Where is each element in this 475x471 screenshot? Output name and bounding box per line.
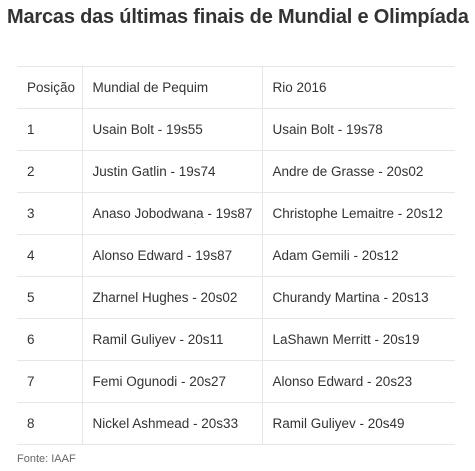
cell-position: 2 (17, 150, 82, 193)
cell-position: 4 (17, 234, 82, 277)
cell-rio-2016: Andre de Grasse - 20s02 (261, 150, 455, 193)
table-row: 2 Justin Gatlin - 19s74 Andre de Grasse … (17, 150, 455, 193)
cell-position: 5 (17, 276, 82, 319)
cell-rio-2016: Adam Gemili - 20s12 (261, 234, 455, 277)
table-row: 6 Ramil Guliyev - 20s11 LaShawn Merritt … (17, 318, 455, 361)
cell-rio-2016: Alonso Edward - 20s23 (261, 360, 455, 403)
cell-mundial-pequim: Anaso Jobodwana - 19s87 (81, 192, 262, 235)
cell-position: 8 (17, 402, 82, 445)
cell-mundial-pequim: Usain Bolt - 19s55 (81, 108, 262, 151)
cell-mundial-pequim: Nickel Ashmead - 20s33 (81, 402, 262, 445)
table-row: 1 Usain Bolt - 19s55 Usain Bolt - 19s78 (17, 108, 455, 151)
cell-mundial-pequim: Justin Gatlin - 19s74 (81, 150, 262, 193)
table-row: 7 Femi Ogunodi - 20s27 Alonso Edward - 2… (17, 360, 455, 403)
cell-position: 1 (17, 108, 82, 151)
cell-mundial-pequim: Femi Ogunodi - 20s27 (81, 360, 262, 403)
results-table: Posição Mundial de Pequim Rio 2016 1 Usa… (17, 66, 455, 445)
cell-rio-2016: Ramil Guliyev - 20s49 (261, 402, 455, 445)
table-header-row: Posição Mundial de Pequim Rio 2016 (17, 66, 455, 109)
table-row: 8 Nickel Ashmead - 20s33 Ramil Guliyev -… (17, 402, 455, 445)
page-title: Marcas das últimas finais de Mundial e O… (7, 6, 469, 28)
cell-rio-2016: Usain Bolt - 19s78 (261, 108, 455, 151)
header-position: Posição (17, 66, 82, 109)
cell-position: 7 (17, 360, 82, 403)
cell-position: 3 (17, 192, 82, 235)
cell-rio-2016: Christophe Lemaitre - 20s12 (261, 192, 455, 235)
table-row: 4 Alonso Edward - 19s87 Adam Gemili - 20… (17, 234, 455, 277)
header-rio-2016: Rio 2016 (261, 66, 455, 109)
cell-rio-2016: LaShawn Merritt - 20s19 (261, 318, 455, 361)
header-mundial-pequim: Mundial de Pequim (81, 66, 262, 109)
source-note: Fonte: IAAF (17, 453, 76, 465)
table-row: 3 Anaso Jobodwana - 19s87 Christophe Lem… (17, 192, 455, 235)
cell-rio-2016: Churandy Martina - 20s13 (261, 276, 455, 319)
cell-mundial-pequim: Zharnel Hughes - 20s02 (81, 276, 262, 319)
cell-mundial-pequim: Ramil Guliyev - 20s11 (81, 318, 262, 361)
table-row: 5 Zharnel Hughes - 20s02 Churandy Martin… (17, 276, 455, 319)
cell-mundial-pequim: Alonso Edward - 19s87 (81, 234, 262, 277)
cell-position: 6 (17, 318, 82, 361)
